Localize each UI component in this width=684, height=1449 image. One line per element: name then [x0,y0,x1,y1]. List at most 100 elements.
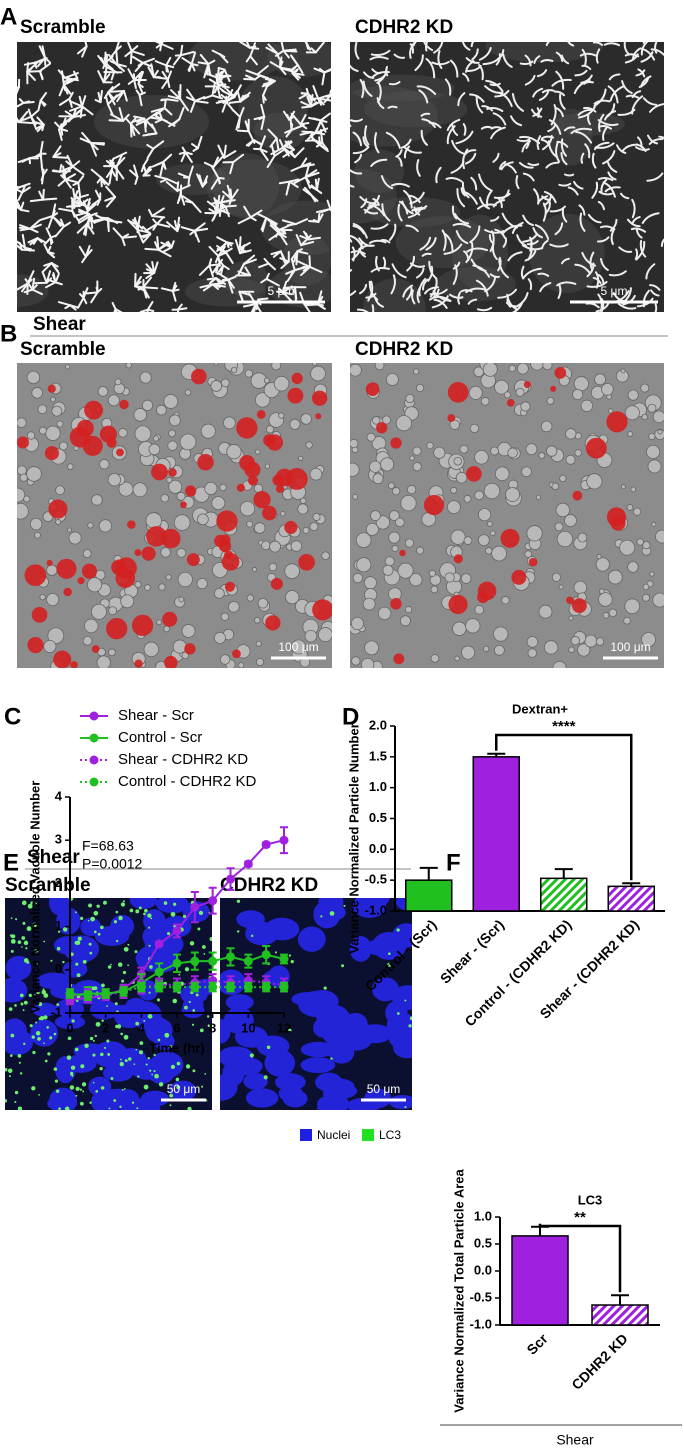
lc3-puncta [121,1088,124,1091]
microvillus [223,68,231,83]
microvillus [558,182,572,187]
microvillus [166,178,179,185]
microvillus [260,115,266,131]
lc3-puncta [88,903,92,908]
vacuole [185,485,197,497]
cell [312,512,321,521]
cell [29,517,43,531]
legend-label: Control - Scr [118,729,202,746]
microvillus [165,56,172,67]
x-tick-label: 4 [138,1020,146,1035]
microvillus [59,218,65,228]
cell [125,363,132,369]
lc3-puncta [101,1019,104,1023]
cell [565,454,576,465]
cell [133,408,147,422]
cell [213,363,219,366]
microvillus [490,126,506,140]
microvillus [22,115,33,121]
cell [507,447,518,459]
y-tick-label: -0.5 [365,872,387,887]
lc3-puncta [79,1088,83,1091]
lc3-puncta [153,1070,156,1073]
vacuole [116,448,124,457]
lc3-puncta [320,915,323,918]
microvillus [38,190,45,201]
cell [17,417,27,428]
microvillus [615,144,627,154]
microvillus [236,91,242,103]
panel-label: E [3,849,19,876]
cell [226,444,242,460]
lc3-puncta [21,900,27,906]
lc3-puncta [8,1007,13,1011]
cell [406,484,417,495]
microvillus [130,50,145,56]
lc3-puncta [136,1107,139,1110]
microvillus [216,83,230,89]
microvillus [49,236,54,244]
cell [404,538,415,548]
microvillus [351,246,356,262]
cell [530,363,545,371]
microvillus [624,53,639,64]
microvillus [545,201,551,214]
cell [494,466,510,482]
microvillus [57,301,72,307]
microvillus [270,250,282,256]
cell [655,529,664,544]
vacuole [191,368,207,385]
microvillus [193,229,200,243]
microvillus [43,243,50,254]
microvillus [433,298,448,309]
lc3-puncta [82,1090,85,1093]
x-tick-label: CDHR2 KD [568,1330,630,1392]
microvillus [304,232,310,241]
microvillus [578,204,586,216]
microvillus [224,247,233,254]
microvillus [418,89,429,104]
texture [185,276,267,307]
microvillus [290,112,302,126]
point [226,982,235,992]
cell [56,420,64,428]
cell [152,435,160,442]
cell [395,415,413,432]
cell [543,640,559,655]
lc3-puncta [75,962,79,966]
microvillus [598,190,613,196]
microvillus [216,67,220,77]
microvillus [306,95,313,108]
microvillus [28,154,43,160]
microvillus [593,141,610,151]
microvillus [47,251,55,258]
vacuole [312,390,328,406]
microvillus [279,250,287,264]
nucleus [136,1014,167,1033]
lc3-puncta [106,1005,109,1007]
cell [210,380,223,392]
microvillus [46,278,57,284]
cell [178,596,185,603]
microvillus [113,89,125,100]
panel-title: Scramble [5,875,91,896]
cell [181,624,196,638]
vacuole [270,577,283,590]
microvillus [296,260,311,268]
y-tick-label: 2.0 [369,717,387,732]
cell [595,557,610,572]
lc3-puncta [56,946,61,951]
microvillus [162,153,173,163]
microvillus [138,93,143,107]
cell [108,648,116,657]
microvillus [350,184,355,188]
microvillus [29,198,45,203]
cell [172,639,187,654]
microvillus [639,239,647,258]
lc3-puncta [124,1059,128,1063]
microvillus [142,286,150,299]
microvillus [309,185,318,191]
microvillus [41,262,53,274]
vacuole [253,491,271,509]
microvillus [151,214,166,219]
